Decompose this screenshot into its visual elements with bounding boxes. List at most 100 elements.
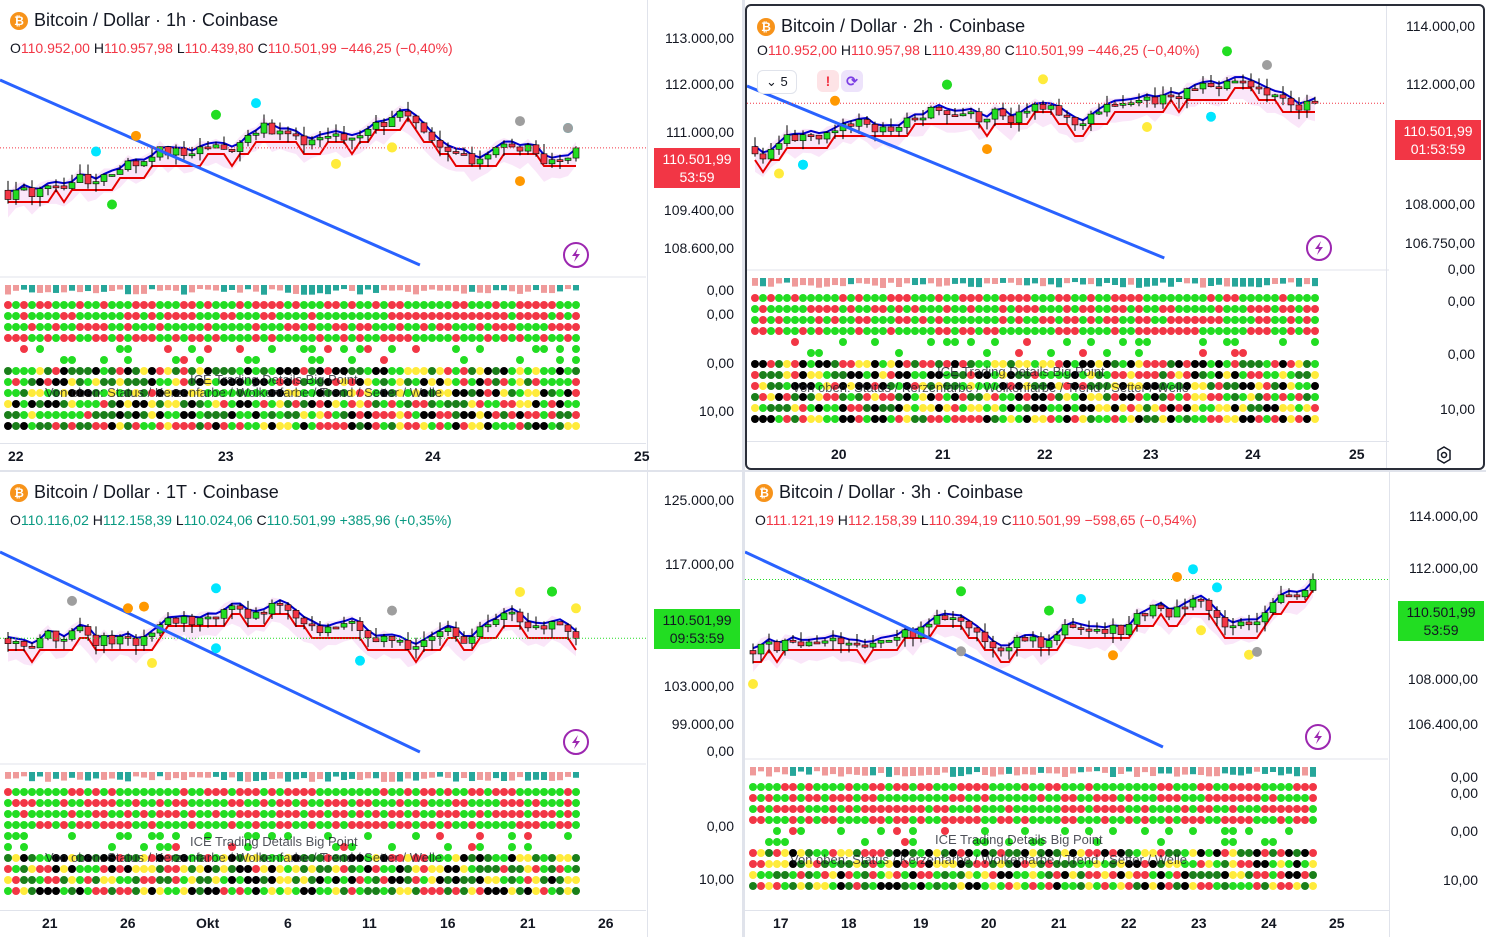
status-dot — [895, 415, 903, 423]
oscillator-tick: 0,00 — [1450, 785, 1478, 801]
status-dot — [941, 882, 949, 890]
status-dot — [356, 389, 364, 397]
status-dot — [1093, 783, 1101, 791]
symbol-title[interactable]: ₿ Bitcoin / Dollar · 1T · Coinbase — [10, 482, 279, 503]
time-axis[interactable]: 22 23 24 25 — [0, 443, 650, 470]
candle-body — [1135, 100, 1143, 104]
status-dot — [967, 393, 975, 401]
status-dot — [767, 404, 775, 412]
high-value: 112.158,39 — [847, 512, 917, 528]
status-dot — [853, 816, 861, 824]
status-dot — [564, 334, 572, 342]
candle-body — [845, 642, 853, 646]
status-dot — [909, 816, 917, 824]
symbol-title[interactable]: ₿ Bitcoin / Dollar · 3h · Coinbase — [755, 482, 1023, 503]
status-dot — [260, 411, 268, 419]
status-dot — [140, 422, 148, 430]
status-dot — [548, 301, 556, 309]
time-axis[interactable]: 17 18 19 20 21 22 23 24 25 — [745, 910, 1390, 937]
status-dot — [957, 860, 965, 868]
price-scale[interactable]: 113.000,00 112.000,00 111.000,00 109.400… — [647, 0, 742, 470]
status-dot — [44, 854, 52, 862]
status-dot — [92, 411, 100, 419]
status-dot — [524, 821, 532, 829]
collapse-indicators-button[interactable]: ⌄ 5 — [757, 70, 797, 94]
histogram-bar — [1030, 767, 1036, 775]
candlestick-chart[interactable] — [747, 6, 1485, 470]
candle-body — [548, 159, 556, 165]
status-dot — [1135, 338, 1143, 346]
candle-body — [783, 134, 791, 144]
status-dot — [196, 334, 204, 342]
status-dot — [1023, 404, 1031, 412]
status-dot — [1215, 305, 1223, 313]
status-dot — [877, 871, 885, 879]
status-dot — [839, 371, 847, 379]
time-axis[interactable]: 20 21 22 23 24 25 — [747, 441, 1389, 468]
symbol-title-text: Bitcoin / Dollar · 2h · Coinbase — [781, 16, 1026, 36]
status-dot — [789, 816, 797, 824]
price-scale[interactable]: 125.000,00 117.000,00 103.000,00 99.000,… — [647, 472, 742, 937]
chart-panel-1h[interactable]: ₿ Bitcoin / Dollar · 1h · Coinbase O110.… — [0, 0, 742, 470]
settings-icon[interactable] — [1435, 446, 1453, 464]
status-dot — [885, 783, 893, 791]
status-dot — [1117, 816, 1125, 824]
candlestick-chart[interactable] — [745, 472, 1486, 937]
status-dot — [148, 367, 156, 375]
status-dot — [1309, 849, 1317, 857]
histogram-bar — [149, 772, 155, 781]
status-dot — [428, 788, 436, 796]
status-dot — [412, 821, 420, 829]
candlestick-chart[interactable] — [0, 472, 742, 937]
histogram-bar — [573, 285, 579, 291]
alert-icon[interactable]: ! — [817, 70, 839, 92]
status-dot — [564, 389, 572, 397]
status-dot — [1007, 371, 1015, 379]
status-dot — [436, 854, 444, 862]
histogram-bar — [1238, 767, 1244, 776]
status-dot — [967, 316, 975, 324]
status-dot — [773, 838, 781, 846]
status-dot — [372, 400, 380, 408]
status-dot — [797, 816, 805, 824]
candlestick-chart[interactable] — [0, 0, 742, 470]
candle-body — [943, 110, 951, 115]
chart-panel-3h[interactable]: ₿ Bitcoin / Dollar · 3h · Coinbase O111.… — [745, 472, 1486, 937]
status-dot — [991, 404, 999, 412]
status-dot — [775, 294, 783, 302]
status-dot — [871, 404, 879, 412]
status-dot — [1245, 849, 1253, 857]
status-dot — [1015, 360, 1023, 368]
symbol-title[interactable]: ₿ Bitcoin / Dollar · 2h · Coinbase — [757, 16, 1025, 37]
refresh-icon[interactable]: ⟳ — [841, 70, 863, 92]
price-scale[interactable]: 114.000,00 112.000,00 108.000,00 106.750… — [1386, 6, 1483, 468]
panel-divider-horizontal[interactable] — [0, 470, 1486, 472]
status-dot — [276, 788, 284, 796]
change-value: −446,25 (−0,40%) — [1087, 42, 1200, 58]
status-dot — [428, 422, 436, 430]
status-dot — [1021, 805, 1029, 813]
time-axis[interactable]: 21 26 Okt 6 11 16 21 26 — [0, 910, 646, 937]
status-dot — [188, 799, 196, 807]
status-dot — [1069, 816, 1077, 824]
status-dot — [500, 411, 508, 419]
status-dot — [60, 301, 68, 309]
status-dot — [548, 411, 556, 419]
status-dot — [116, 301, 124, 309]
status-dot — [428, 876, 436, 884]
chart-panel-1d[interactable]: ₿ Bitcoin / Dollar · 1T · Coinbase O110.… — [0, 472, 742, 937]
panel-divider-vertical[interactable] — [742, 0, 745, 937]
status-dot — [524, 422, 532, 430]
status-dot — [108, 821, 116, 829]
candle-body — [284, 130, 292, 135]
status-dot — [260, 301, 268, 309]
chart-panel-2h[interactable]: ₿ Bitcoin / Dollar · 2h · Coinbase O110.… — [745, 4, 1485, 470]
status-dot — [148, 301, 156, 309]
status-dot — [1303, 294, 1311, 302]
symbol-title[interactable]: ₿ Bitcoin / Dollar · 1h · Coinbase — [10, 10, 278, 31]
status-dot — [1205, 816, 1213, 824]
status-dot — [196, 312, 204, 320]
status-dot — [196, 411, 204, 419]
status-dot — [917, 871, 925, 879]
price-scale[interactable]: 114.000,00 112.000,00 108.000,00 106.400… — [1389, 472, 1486, 937]
